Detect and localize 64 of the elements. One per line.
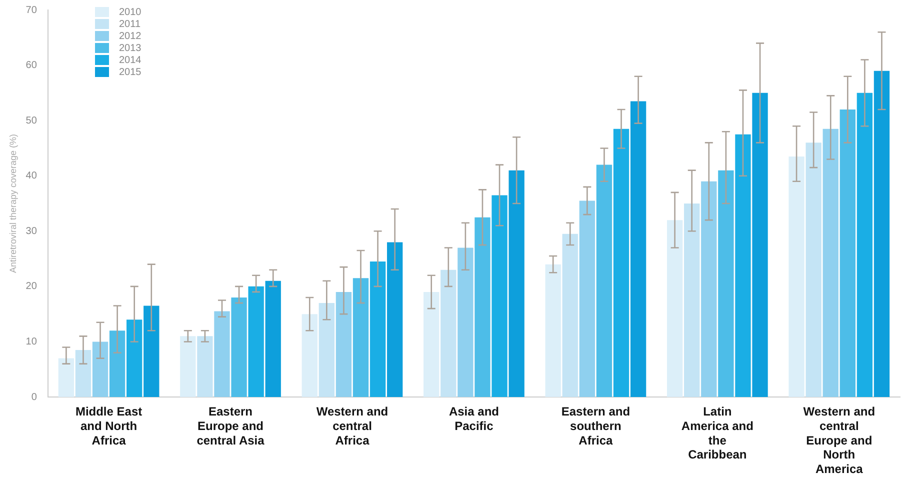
bar <box>806 142 822 397</box>
bar <box>666 220 683 397</box>
y-tick-label: 70 <box>26 4 38 16</box>
bar <box>58 358 74 397</box>
bar <box>613 128 630 397</box>
x-tick-label: Western and central Africa <box>316 404 388 448</box>
bar <box>387 242 403 397</box>
bar <box>92 342 108 397</box>
y-tick-label: 30 <box>26 226 38 237</box>
legend-label: 2010 <box>119 6 142 18</box>
bar <box>822 128 838 397</box>
bar <box>752 92 768 397</box>
x-tick-label: Eastern and southern Africa <box>561 404 630 448</box>
bar <box>579 200 596 397</box>
bar <box>336 292 352 397</box>
bar <box>265 280 281 397</box>
bar <box>424 292 440 397</box>
bar <box>126 320 142 397</box>
y-tick-label: 20 <box>26 281 38 292</box>
x-tick-label: Latin America and the Caribbean <box>681 404 754 462</box>
bar <box>144 306 160 397</box>
bar <box>508 170 524 397</box>
bar <box>180 336 196 397</box>
bar <box>109 330 126 397</box>
bar <box>302 314 318 397</box>
bar <box>684 204 700 397</box>
legend-label: 2012 <box>119 30 142 42</box>
bar <box>440 270 456 397</box>
x-tick-label: Asia and Pacific <box>448 404 499 433</box>
bar <box>370 262 386 397</box>
y-tick-label: 0 <box>31 392 38 403</box>
bar <box>458 248 474 397</box>
x-tick-label: Eastern Europe and central Asia <box>196 404 265 448</box>
bar <box>197 336 213 397</box>
bar <box>214 311 230 397</box>
y-axis-title: Antiretroviral therapy coverage (%) <box>8 134 18 274</box>
bar <box>596 164 612 397</box>
bar <box>856 92 873 397</box>
y-tick-label: 60 <box>26 60 38 72</box>
bar <box>545 264 561 397</box>
bar <box>630 101 646 397</box>
y-tick-label: 50 <box>26 115 38 126</box>
legend-label: 2014 <box>119 54 142 66</box>
y-tick-label: 40 <box>26 170 38 182</box>
x-tick-label: Middle East and North Africa <box>75 404 142 448</box>
legend-label: 2011 <box>119 18 141 30</box>
legend-label: 2015 <box>119 66 142 78</box>
bar <box>840 110 856 397</box>
x-tick-label: Western and central Europe and North America <box>803 404 876 476</box>
bar <box>718 170 734 397</box>
bar <box>248 286 264 397</box>
bar <box>492 195 508 397</box>
bar <box>352 278 369 397</box>
bar <box>874 70 890 397</box>
bar <box>231 297 247 397</box>
bar <box>318 303 335 397</box>
legend-label: 2013 <box>119 42 142 54</box>
bar <box>788 156 804 397</box>
bar <box>474 217 490 397</box>
y-tick-label: 10 <box>26 336 38 348</box>
bar <box>701 181 717 397</box>
bar <box>75 350 92 397</box>
bar <box>735 134 751 397</box>
bar <box>562 234 578 397</box>
